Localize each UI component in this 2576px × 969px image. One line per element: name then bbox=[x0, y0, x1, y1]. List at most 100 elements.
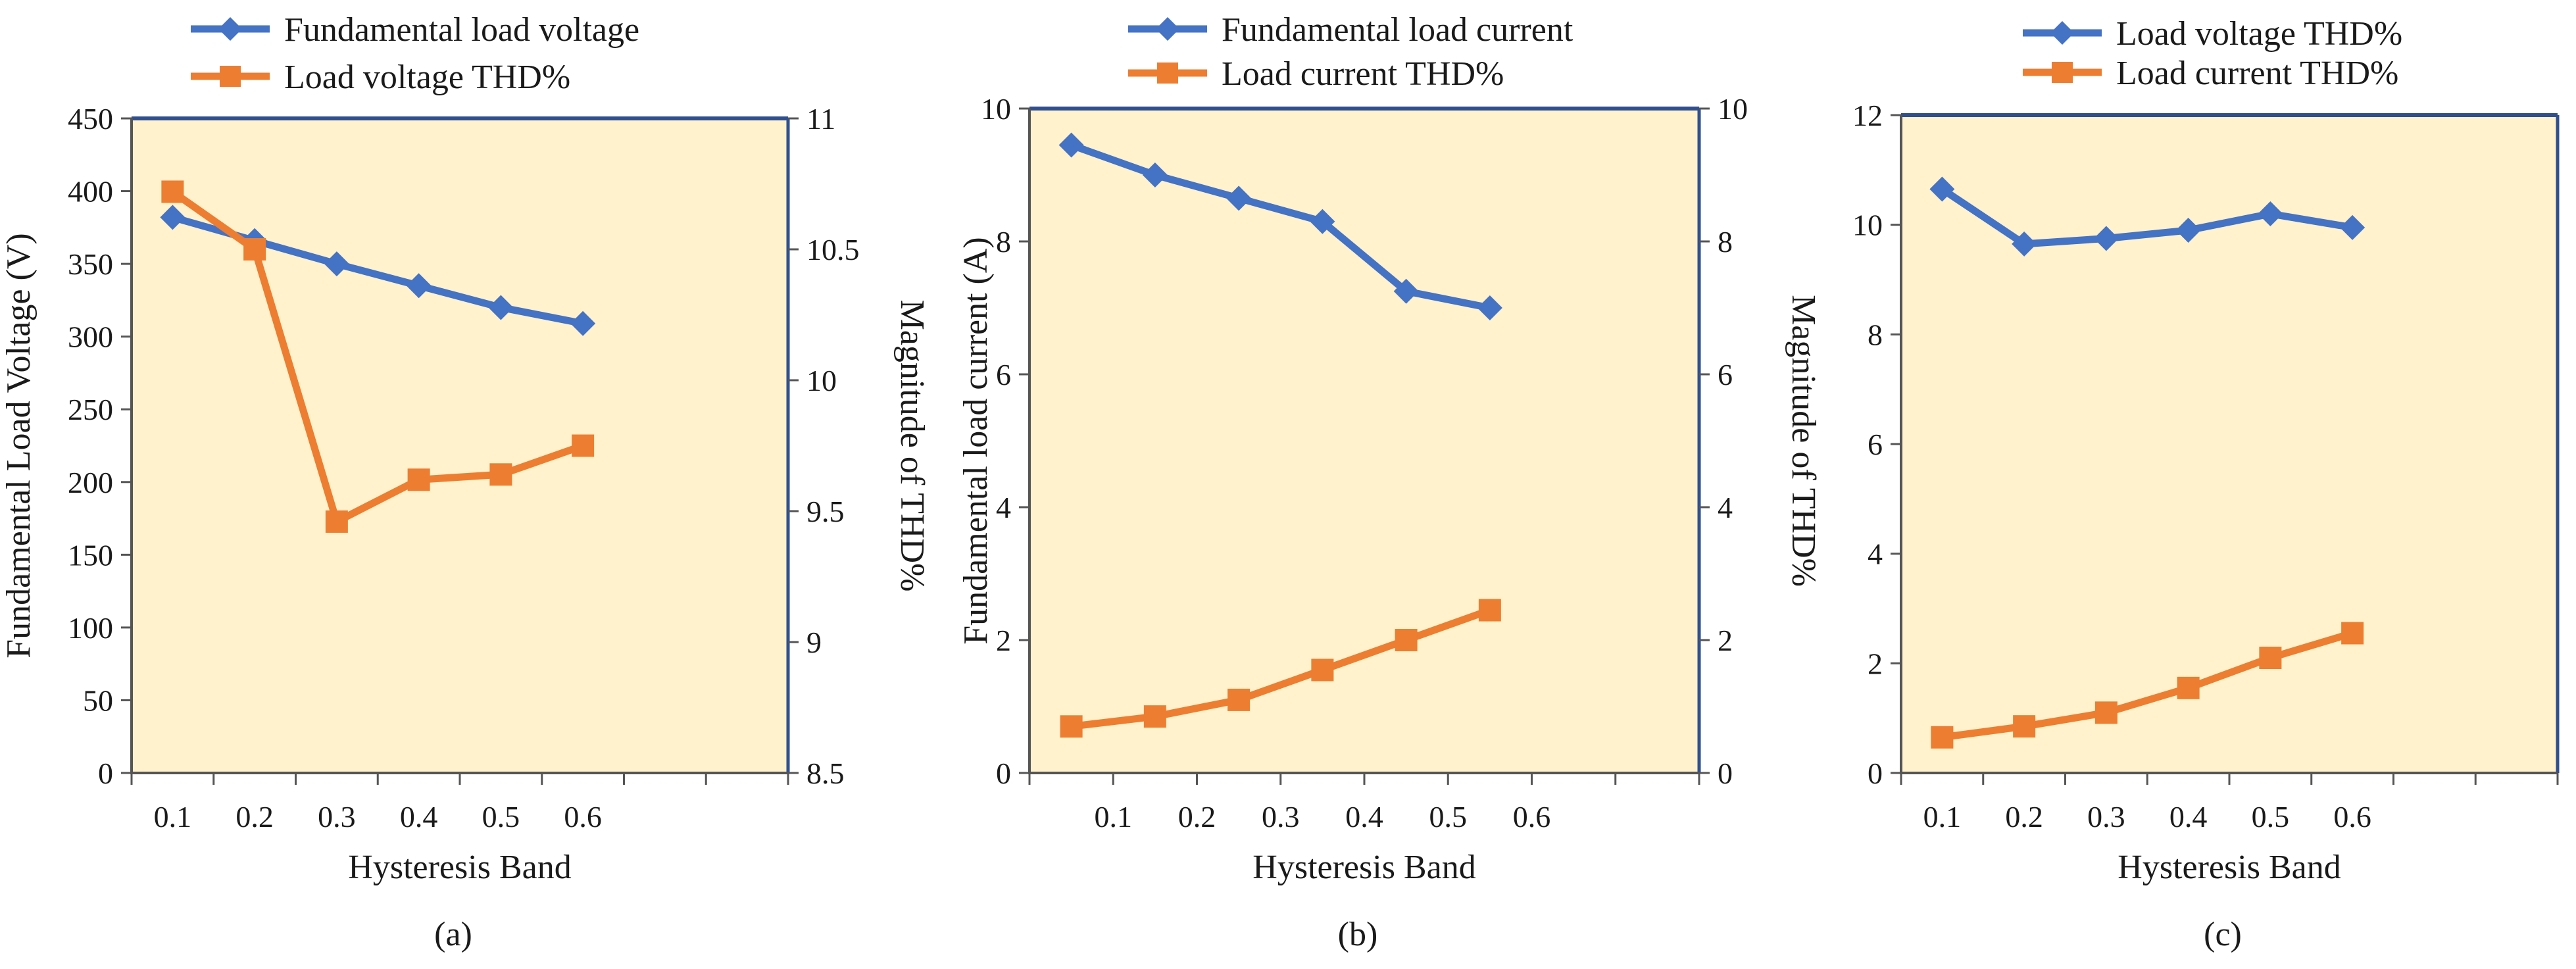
plot-area bbox=[1029, 109, 1699, 773]
data-point-diamond bbox=[2340, 214, 2365, 240]
y-tick-label: 12 bbox=[1852, 99, 1883, 132]
y-tick-label: 6 bbox=[996, 358, 1011, 391]
plot-area bbox=[132, 118, 788, 773]
data-point-square bbox=[1143, 705, 1166, 728]
y-tick-label: 100 bbox=[68, 611, 113, 645]
y2-tick-label: 10 bbox=[1718, 92, 1748, 126]
x-tick-label: 0.1 bbox=[1095, 800, 1133, 833]
y2-tick-label: 11 bbox=[806, 102, 835, 136]
x-tick-label: 0.6 bbox=[564, 800, 602, 833]
x-tick-label: 0.3 bbox=[2087, 800, 2125, 833]
y2-axis-title: Magnitude of THD% bbox=[1785, 295, 1822, 587]
legend-label: Load voltage THD% bbox=[284, 59, 570, 96]
data-point-diamond bbox=[1929, 176, 1955, 202]
data-point-square bbox=[325, 510, 348, 533]
data-point-diamond bbox=[1477, 295, 1502, 320]
y-tick-label: 4 bbox=[1868, 537, 1883, 571]
y-tick-label: 8 bbox=[1868, 318, 1883, 351]
y2-tick-label: 4 bbox=[1718, 491, 1733, 524]
y-tick-label: 250 bbox=[68, 393, 113, 426]
legend-marker-square bbox=[2052, 62, 2073, 83]
data-point-diamond bbox=[2175, 218, 2201, 243]
x-tick-label: 0.2 bbox=[2005, 800, 2043, 833]
x-tick-label: 0.4 bbox=[2169, 800, 2208, 833]
y-tick-label: 350 bbox=[68, 247, 113, 281]
y2-tick-label: 8 bbox=[1718, 225, 1733, 259]
data-point-square bbox=[1227, 688, 1251, 711]
x-tick-label: 0.5 bbox=[482, 800, 520, 833]
chart-panel-b: 0.1 0.2 0.3 0.4 0.5 0.6 0 2 4 6 8 10 0 2 4 6 8 10 Hysteres… bbox=[957, 11, 1822, 953]
x-tick-label: 0.1 bbox=[154, 800, 192, 833]
data-point-diamond bbox=[406, 273, 432, 299]
series-line-orange bbox=[1070, 607, 1491, 730]
y-tick-label: 50 bbox=[83, 683, 113, 717]
y-tick-label: 8 bbox=[996, 225, 1011, 259]
data-point-square bbox=[2259, 647, 2282, 669]
series-line-blue bbox=[1940, 186, 2354, 248]
y-tick-label: 4 bbox=[996, 491, 1011, 524]
data-point-square bbox=[1395, 629, 1418, 651]
data-point-diamond bbox=[1393, 278, 1419, 304]
x-tick-label: 0.2 bbox=[1178, 800, 1216, 833]
data-point-diamond bbox=[2093, 226, 2119, 251]
y2-tick-label: 9.5 bbox=[806, 495, 845, 528]
series-line-orange bbox=[1941, 630, 2354, 741]
y2-tick-label: 8.5 bbox=[806, 757, 845, 790]
data-point-square bbox=[1060, 715, 1083, 738]
y2-tick-label: 9 bbox=[806, 626, 822, 659]
data-point-square bbox=[2013, 715, 2036, 738]
data-point-square bbox=[1931, 726, 1954, 749]
y-axis-title: Fundamental Load Voltage (V) bbox=[0, 233, 37, 658]
y2-tick-label: 2 bbox=[1718, 624, 1733, 657]
x-tick-label: 0.4 bbox=[1345, 800, 1383, 833]
data-point-square bbox=[407, 468, 430, 491]
y-tick-label: 6 bbox=[1868, 428, 1883, 461]
y2-tick-label: 10 bbox=[806, 364, 837, 397]
x-tick-label: 0.4 bbox=[400, 800, 438, 833]
legend-label: Fundamental load current bbox=[1222, 11, 1573, 49]
y-axis-title: Fundamental load current (A) bbox=[957, 237, 995, 644]
data-point-diamond bbox=[1142, 162, 1168, 187]
figure-caption: (b) bbox=[1338, 916, 1378, 953]
data-point-diamond bbox=[488, 295, 514, 320]
x-tick-label: 0.1 bbox=[1923, 800, 1962, 833]
x-tick-label: 0.5 bbox=[2252, 800, 2290, 833]
x-axis-title: Hysteresis Band bbox=[2118, 849, 2341, 886]
y-tick-label: 400 bbox=[68, 175, 113, 209]
y-tick-label: 200 bbox=[68, 466, 113, 499]
chart-panel-a: 0.1 0.2 0.3 0.4 0.5 0.6 0 50 100 150 200 250 300 350 4… bbox=[0, 11, 931, 953]
data-point-diamond bbox=[324, 251, 349, 277]
y-tick-label: 10 bbox=[1852, 209, 1883, 242]
x-tick-label: 0.6 bbox=[1513, 800, 1551, 833]
y-tick-label: 450 bbox=[68, 102, 113, 136]
y-tick-label: 2 bbox=[996, 624, 1011, 657]
x-axis-title: Hysteresis Band bbox=[1252, 849, 1475, 886]
y-tick-label: 10 bbox=[981, 92, 1011, 126]
y-tick-label: 2 bbox=[1868, 647, 1883, 680]
data-point-diamond bbox=[2012, 231, 2037, 257]
x-axis-title: Hysteresis Band bbox=[348, 849, 571, 886]
data-point-square bbox=[572, 434, 595, 457]
y2-tick-label: 0 bbox=[1718, 757, 1733, 790]
x-tick-label: 0.3 bbox=[318, 800, 356, 833]
data-point-square bbox=[1311, 658, 1334, 682]
data-point-diamond bbox=[1310, 209, 1335, 234]
data-point-diamond bbox=[570, 311, 596, 336]
data-point-square bbox=[161, 180, 184, 203]
y-tick-label: 150 bbox=[68, 538, 113, 572]
legend-marker-diamond bbox=[2050, 21, 2074, 45]
data-point-square bbox=[2177, 676, 2200, 699]
legend-marker-square bbox=[1157, 62, 1178, 84]
data-point-diamond bbox=[1058, 132, 1084, 158]
data-point-square bbox=[2094, 701, 2118, 724]
figure-caption: (c) bbox=[2204, 916, 2242, 953]
series-line-blue bbox=[1070, 141, 1491, 312]
y-tick-label: 0 bbox=[996, 757, 1011, 790]
data-point-square bbox=[1478, 599, 1501, 622]
legend-label: Fundamental load voltage bbox=[284, 11, 639, 49]
x-tick-label: 0.3 bbox=[1262, 800, 1300, 833]
x-tick-label: 0.2 bbox=[235, 800, 274, 833]
legend-label: Load current THD% bbox=[1222, 55, 1504, 93]
chart-panel-c: 0.1 0.2 0.3 0.4 0.5 0.6 0 2 4 6 8 10 12 Hysteresis Ba… bbox=[1852, 15, 2560, 953]
legend-marker-square bbox=[220, 66, 241, 87]
